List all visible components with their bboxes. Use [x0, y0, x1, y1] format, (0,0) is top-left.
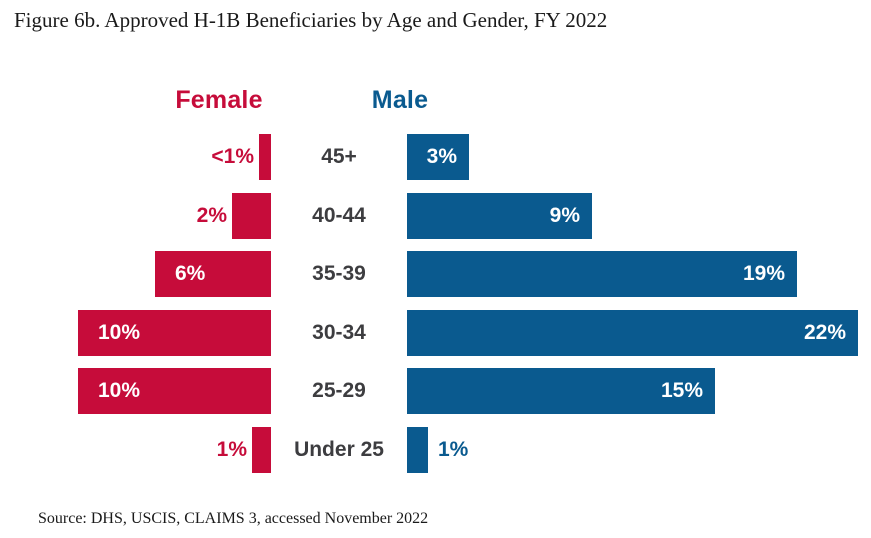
- source-note: Source: DHS, USCIS, CLAIMS 3, accessed N…: [38, 510, 429, 527]
- female-bar-value-label: 1%: [216, 438, 247, 461]
- male-bar: 22%: [407, 310, 858, 356]
- legend-female-label: Female: [175, 86, 263, 114]
- male-bar: [407, 427, 428, 473]
- male-bar-value-label: 1%: [438, 438, 469, 461]
- male-bar: 9%: [407, 193, 592, 239]
- female-bar-value-label: 10%: [98, 379, 141, 402]
- chart-row: 10% 30-34 22%: [0, 310, 871, 356]
- chart-row: 6% 35-39 19%: [0, 251, 871, 297]
- age-group-label: 25-29: [312, 379, 366, 402]
- female-bar: 6%: [155, 251, 271, 297]
- male-bar-value-label: 19%: [742, 262, 785, 285]
- female-bar: [232, 193, 271, 239]
- female-bar-value-label: 2%: [196, 204, 227, 227]
- age-group-label: 45+: [321, 145, 357, 168]
- age-group-label: 40-44: [312, 204, 366, 227]
- female-bar: [259, 134, 271, 180]
- female-bar-value-label: <1%: [211, 145, 254, 168]
- age-group-label: 35-39: [312, 262, 366, 285]
- chart-row: 1% Under 25 1%: [0, 427, 871, 473]
- male-bar-value-label: 22%: [803, 321, 846, 344]
- male-bar-value-label: 15%: [660, 379, 703, 402]
- female-bar: [252, 427, 271, 473]
- male-bar-value-label: 9%: [549, 204, 580, 227]
- female-bar: 10%: [78, 310, 271, 356]
- female-bar: 10%: [78, 368, 271, 414]
- figure-title: Figure 6b. Approved H-1B Beneficiaries b…: [14, 8, 608, 32]
- male-bar: 3%: [407, 134, 469, 180]
- legend-male-label: Male: [371, 86, 429, 114]
- age-group-label: 30-34: [312, 321, 366, 344]
- chart-row: 2% 40-44 9%: [0, 193, 871, 239]
- male-bar: 15%: [407, 368, 715, 414]
- male-bar-value-label: 3%: [426, 145, 457, 168]
- age-group-label: Under 25: [294, 438, 384, 461]
- chart-row: <1% 45+ 3%: [0, 134, 871, 180]
- female-bar-value-label: 6%: [175, 262, 206, 285]
- chart-row: 10% 25-29 15%: [0, 368, 871, 414]
- female-bar-value-label: 10%: [98, 321, 141, 344]
- male-bar: 19%: [407, 251, 797, 297]
